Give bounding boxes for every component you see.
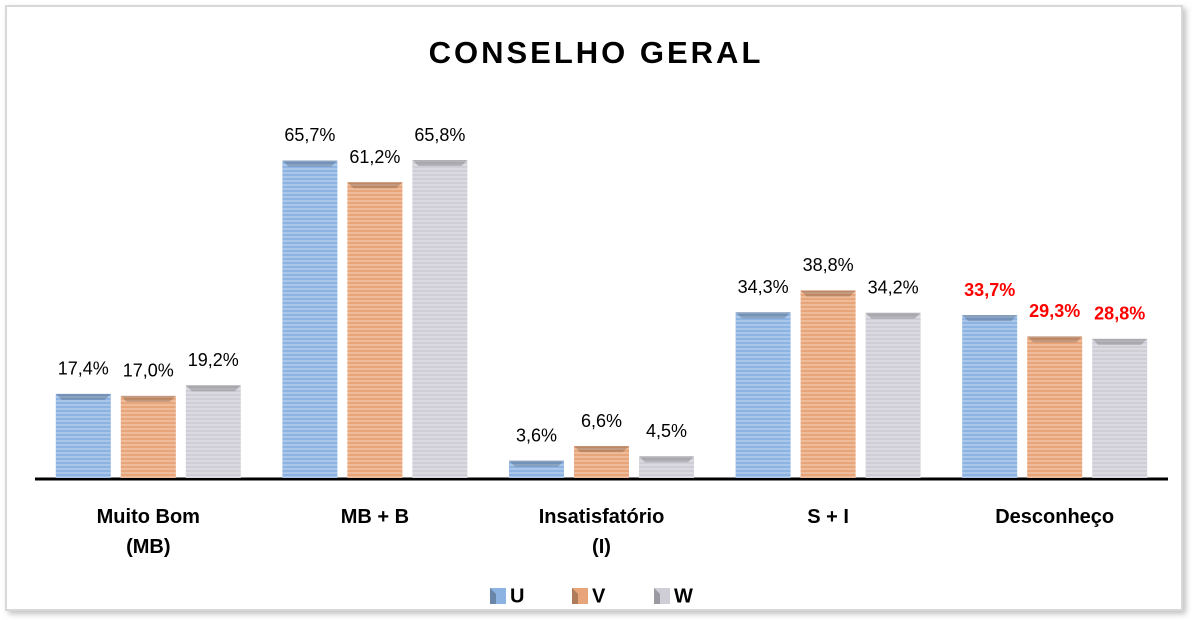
legend-swatch [654,588,670,604]
value-label: 34,2% [868,277,919,297]
bar-stripes [55,393,111,478]
chart-title: CONSELHO GERAL [429,35,764,70]
bar-bevel [412,160,468,166]
bar-bevel [1092,338,1148,345]
bar-bevel [962,315,1018,322]
legend-bevel [572,588,578,604]
legend-bevel [490,588,496,604]
bar-stripes [1027,336,1083,478]
bar-stripes [1092,338,1148,478]
value-label: 17,4% [58,359,109,379]
bar-bevel [185,385,241,392]
bar-bevel [574,446,629,453]
bar-stripes [412,160,468,478]
value-label: 61,2% [349,147,400,167]
bar-bevel [347,182,403,189]
value-label: 17,0% [123,361,174,381]
x-tick-label: Insatisfatório (I) [538,506,665,558]
bar-bevel [735,312,791,319]
value-label: 29,3% [1029,301,1080,321]
legend-label: V [592,585,606,607]
value-label: 65,8% [414,125,465,145]
bar-stripes [185,385,241,478]
bar-bevel [509,460,564,467]
bar-stripes [282,160,338,478]
bar-stripes [735,312,791,478]
value-label: 4,5% [646,421,687,441]
bar-bevel [800,290,856,297]
bar-stripes [347,182,403,478]
value-label: 38,8% [803,255,854,275]
value-label: 28,8% [1094,304,1145,324]
bar-stripes [574,446,629,478]
frame [5,5,1183,611]
legend-bevel [654,588,660,604]
x-tick-label: Muito Bom (MB) [96,506,200,558]
bar-stripes [120,395,176,478]
value-label: 6,6% [581,411,622,431]
bar-stripes [639,456,694,478]
value-label: 3,6% [516,425,557,445]
bar-bevel [55,393,111,400]
bar-bevel [282,160,338,167]
bar-bevel [865,312,921,319]
value-label: 19,2% [188,350,239,370]
value-label: 34,3% [738,277,789,297]
bar-stripes [800,290,856,478]
bar-bevel [639,456,694,463]
bar-bevel [1027,336,1083,343]
x-tick-label: MB + B [340,506,410,528]
x-tick-label: S + I [807,506,849,528]
value-label: 33,7% [964,280,1015,300]
bar-stripes [865,312,921,478]
x-tick-label: Desconheço [995,506,1115,528]
bar-bevel [120,395,176,402]
bar-stripes [509,460,564,478]
legend-swatch [572,588,588,604]
bar-stripes [962,315,1018,478]
legend-swatch [490,588,506,604]
legend-label: W [674,585,693,607]
value-label: 65,7% [284,125,335,145]
legend-label: U [510,585,524,607]
